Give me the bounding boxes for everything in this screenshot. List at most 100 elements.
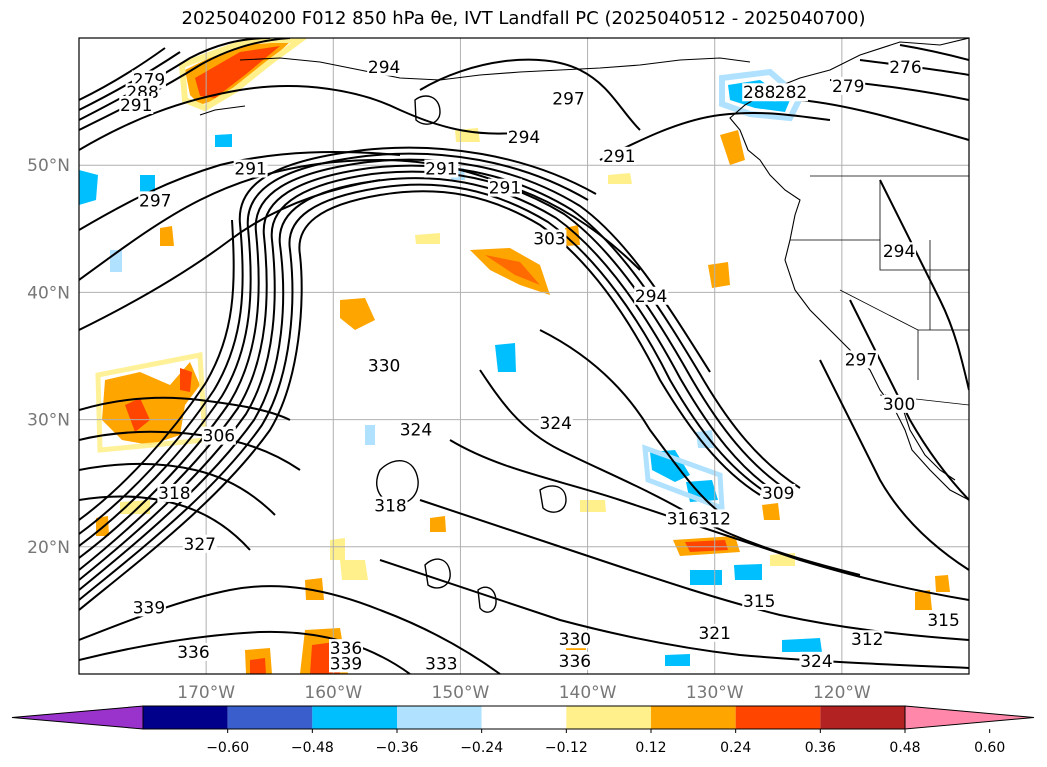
svg-text:339: 339 (330, 654, 362, 674)
contour-line (79, 85, 541, 151)
colorbar-extend-low (11, 705, 144, 730)
contour-label: 318 (373, 496, 408, 517)
svg-text:291: 291 (425, 160, 457, 180)
contour-label: 336 (176, 642, 211, 663)
colorbar-tick-label: 0.12 (635, 740, 666, 756)
shade-patch (330, 538, 345, 560)
svg-text:318: 318 (374, 497, 406, 517)
shade-patch (125, 398, 150, 432)
contour-label: 297 (843, 350, 878, 370)
svg-text:294: 294 (368, 58, 400, 78)
contour-label: 333 (424, 654, 459, 674)
svg-text:294: 294 (635, 287, 667, 307)
contour-label: 291 (602, 146, 637, 167)
contour-line (79, 151, 401, 231)
shade-patch (415, 233, 440, 244)
contour-label: 330 (557, 630, 592, 650)
contour-line (424, 558, 451, 589)
contour-label: 300 (882, 394, 917, 415)
shade-patch (140, 175, 155, 192)
contour-line (79, 430, 301, 471)
shade-patch (340, 560, 368, 580)
colorbar-segment (566, 706, 651, 729)
contour-label: 276 (888, 57, 923, 78)
contour-label: 291 (424, 159, 459, 180)
contour-label: 315 (926, 611, 961, 631)
shade-patch (650, 450, 690, 482)
longitude-label: 140°W (559, 683, 617, 703)
svg-text:291: 291 (120, 96, 152, 116)
contour-line (79, 495, 251, 551)
contour-label: 324 (398, 420, 433, 440)
contour-line (79, 38, 271, 121)
longitude-label: 130°W (686, 683, 744, 703)
shade-patch (215, 134, 232, 147)
svg-text:321: 321 (698, 624, 730, 644)
contour-label: 294 (634, 286, 669, 307)
shade-patch (79, 170, 98, 205)
contour-line (449, 439, 969, 601)
contour-label: 318 (157, 483, 192, 504)
svg-text:288: 288 (743, 83, 775, 103)
contour-line (79, 396, 291, 421)
contour-line (79, 183, 771, 601)
colorbar-segment (312, 706, 397, 729)
contour-line (79, 190, 761, 611)
shade-patch (180, 368, 192, 392)
svg-text:303: 303 (533, 230, 565, 250)
contour-label: 316 (665, 509, 700, 529)
contour-label: 324 (799, 651, 834, 672)
contour-label: 288 (742, 83, 777, 103)
svg-text:279: 279 (832, 77, 864, 97)
svg-text:291: 291 (489, 179, 521, 199)
contour-label: 324 (538, 413, 573, 434)
shade-patch (642, 444, 725, 512)
longitude-label: 160°W (304, 683, 362, 703)
contour-line (539, 485, 567, 513)
contour-label: 294 (507, 128, 541, 148)
svg-text:312: 312 (851, 630, 883, 650)
shade-patch (365, 425, 375, 445)
shade-patch (719, 68, 804, 122)
colorbar (11, 705, 1035, 730)
contour-line (79, 51, 181, 111)
svg-text:291: 291 (234, 160, 266, 180)
svg-text:300: 300 (883, 395, 915, 415)
colorbar-segment (651, 706, 736, 729)
coastline (199, 105, 246, 116)
contour-line (414, 95, 441, 125)
shade-patch (340, 298, 375, 330)
colorbar-tick-label: −0.60 (206, 740, 249, 756)
colorbar-segment (227, 706, 313, 729)
colorbar-tick-label: 0.48 (889, 740, 920, 756)
svg-text:336: 336 (330, 639, 362, 659)
colorbar-tick-label: 0.24 (720, 740, 751, 756)
contour-labels: 279 288 291 294 297 294 291 297 291 291 291 303 294 2… (119, 57, 961, 674)
svg-text:282: 282 (775, 83, 807, 103)
svg-text:324: 324 (800, 652, 832, 672)
contour-line (879, 179, 969, 391)
shade-patch (720, 130, 745, 165)
contour-label: 294 (367, 57, 402, 78)
svg-text:297: 297 (139, 191, 171, 211)
contour-line (79, 179, 381, 331)
contour-label: 327 (182, 534, 217, 555)
contour-line (79, 47, 166, 101)
svg-text:324: 324 (540, 414, 572, 434)
contour-line (79, 219, 235, 521)
shade-patch (608, 173, 632, 184)
shade-patch (665, 654, 690, 666)
contour-label: 282 (774, 83, 808, 103)
contour-label: 297 (138, 191, 173, 211)
contour-label: 291 (487, 178, 522, 199)
contour-label: 291 (119, 95, 154, 116)
colorbar-extend-high (904, 705, 1035, 730)
contour-label: 306 (201, 426, 236, 447)
contour-label: 312 (850, 630, 885, 650)
contour-label: 321 (697, 623, 732, 644)
longitude-label: 150°W (432, 683, 490, 703)
latitude-label: 30°N (27, 411, 70, 431)
svg-text:291: 291 (603, 147, 635, 167)
contour-line (899, 44, 969, 61)
